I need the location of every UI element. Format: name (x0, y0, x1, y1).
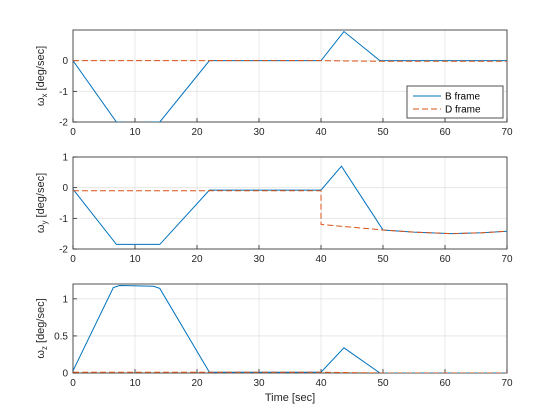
y-tick-label: -1 (59, 214, 68, 225)
y-axis-label-unit: [deg/sec] (35, 173, 47, 221)
y-axis-label-subscript: y (40, 221, 49, 225)
series-line-d-frame (73, 60, 507, 62)
legend-entry: B frame (445, 92, 480, 103)
x-tick-label: 70 (501, 254, 513, 265)
x-tick-label: 10 (129, 254, 141, 265)
x-tick-label: 40 (315, 254, 327, 265)
y-axis-label-subscript: z (40, 346, 49, 350)
y-tick-label: 1 (62, 294, 68, 305)
x-tick-label: 40 (315, 127, 327, 138)
y-axis-label-symbol: ω (35, 350, 47, 359)
y-axis-label-subscript: x (40, 94, 49, 98)
subplot-2: 0 10 20 30 40 50 60 70 -2 -1 0 1 ωy [deg/sec] (35, 153, 513, 266)
y-axis-label-unit: [deg/sec] (35, 298, 47, 346)
series-line-b-frame (73, 165, 507, 245)
x-tick-label: 30 (253, 378, 265, 389)
axes-box (72, 156, 508, 250)
x-tick-label: 0 (70, 378, 76, 389)
series-line-d-frame (73, 190, 507, 235)
x-tick-label: 50 (377, 254, 389, 265)
y-axis-label: ωz [deg/sec] (35, 298, 49, 358)
x-tick-label: 20 (191, 378, 203, 389)
axes-box (72, 29, 508, 123)
series-line-d-frame (73, 371, 507, 373)
x-tick-label: 60 (439, 378, 451, 389)
axes-box (72, 283, 508, 374)
series-group (73, 284, 507, 373)
x-tick-label: 30 (253, 254, 265, 265)
x-tick-label: 10 (129, 127, 141, 138)
x-axis-label: Time [sec] (265, 392, 315, 404)
x-tick-label: 20 (191, 127, 203, 138)
y-axis-label: ωy [deg/sec] (35, 173, 49, 233)
x-tick-label: 60 (439, 254, 451, 265)
y-axis-label: ωx [deg/sec] (35, 46, 49, 106)
subplot-3: 0 10 20 30 40 50 60 70 0 0.5 1 ωz [deg/sec] Time [se… (35, 283, 513, 404)
y-tick-label: -2 (59, 245, 68, 256)
plot-area (73, 157, 507, 249)
series-group (73, 165, 507, 245)
y-axis-label-symbol: ω (35, 224, 47, 233)
x-tick-label: 70 (501, 127, 513, 138)
y-tick-label: 0 (62, 369, 68, 380)
x-tick-label: 0 (70, 254, 76, 265)
y-tick-label: 0 (62, 183, 68, 194)
legend: B frame D frame (406, 85, 504, 119)
x-tick-label: 20 (191, 254, 203, 265)
series-group (73, 30, 507, 122)
subplot-1: 0 10 20 30 40 50 60 70 -2 -1 0 ωx [deg/sec] B frame D… (35, 29, 513, 138)
x-tick-label: 10 (129, 378, 141, 389)
series-line-b-frame (73, 284, 507, 373)
x-tick-label: 60 (439, 127, 451, 138)
x-tick-label: 50 (377, 378, 389, 389)
y-axis-label-symbol: ω (35, 97, 47, 106)
y-tick-label: 0 (62, 56, 68, 67)
plot-area (73, 284, 507, 373)
y-tick-label: 0.5 (54, 331, 68, 342)
legend-entry: D frame (445, 105, 481, 116)
legend-box (406, 85, 504, 119)
x-tick-label: 0 (70, 127, 76, 138)
x-tick-label: 50 (377, 127, 389, 138)
x-tick-label: 40 (315, 378, 327, 389)
x-tick-label: 30 (253, 127, 265, 138)
y-tick-label: -1 (59, 87, 68, 98)
y-tick-label: 1 (62, 153, 68, 164)
y-tick-label: -2 (59, 118, 68, 129)
x-tick-label: 70 (501, 378, 513, 389)
y-axis-label-unit: [deg/sec] (35, 46, 47, 94)
